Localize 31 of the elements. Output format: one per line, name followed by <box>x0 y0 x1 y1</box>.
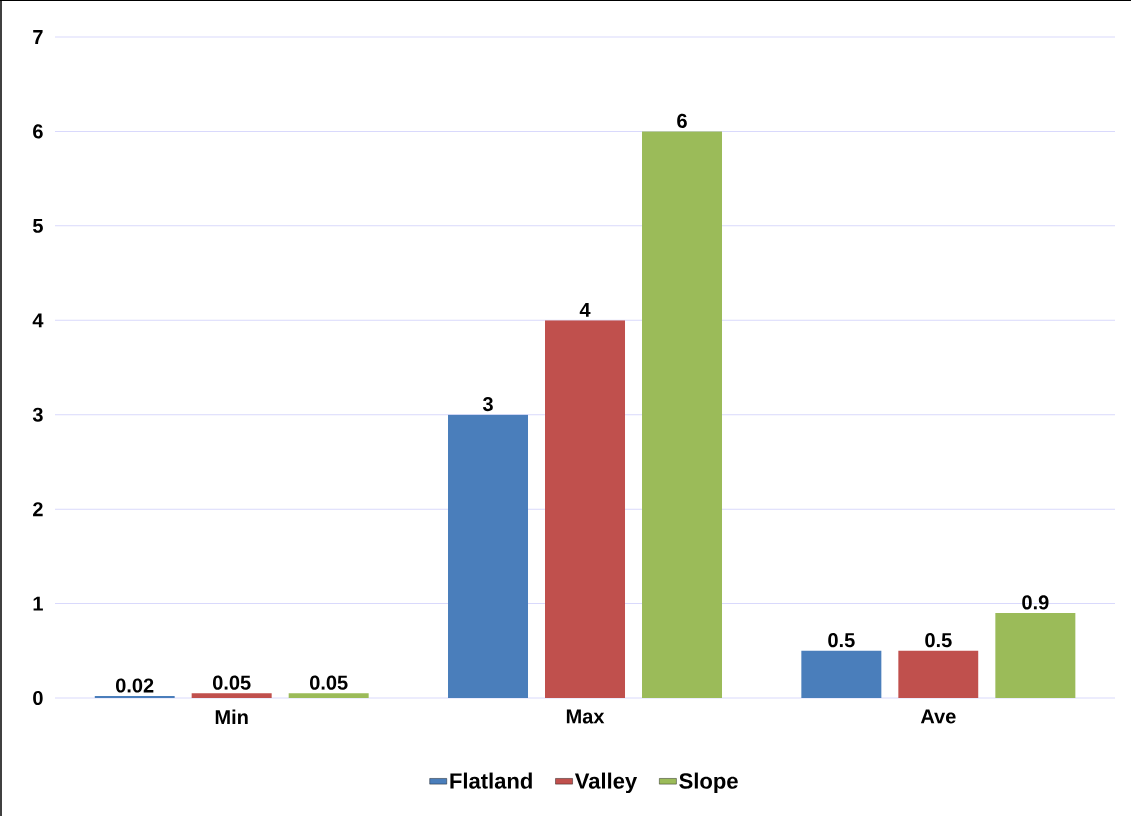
bar <box>191 693 272 698</box>
data-label: 6 <box>677 113 687 128</box>
bar <box>801 650 882 698</box>
data-label: 0.9 <box>1022 595 1049 610</box>
x-tick-label: Ave <box>920 709 956 724</box>
data-label: 0.05 <box>212 675 251 690</box>
data-label: 3 <box>482 397 493 412</box>
x-tick-label: Max <box>566 709 605 724</box>
y-tick-label: 7 <box>33 30 43 44</box>
legend-label: Flatland <box>450 772 532 789</box>
y-tick-label: 0 <box>33 690 43 706</box>
y-tick-label: 1 <box>33 596 43 611</box>
legend-label: Slope <box>679 772 738 794</box>
bar <box>288 693 369 698</box>
bar <box>448 414 529 698</box>
y-tick-label: 4 <box>32 313 44 328</box>
bar <box>898 650 979 698</box>
y-tick-label: 2 <box>33 502 43 517</box>
data-label: 0.5 <box>925 633 952 648</box>
legend-label: Valley <box>574 772 638 794</box>
y-tick-label: 3 <box>32 407 43 422</box>
data-label: 0.05 <box>309 675 348 690</box>
x-tick-label: Min <box>215 709 248 725</box>
data-label: 0.02 <box>115 678 154 693</box>
y-tick-label: 6 <box>33 124 43 139</box>
data-label: 0.5 <box>828 633 855 648</box>
bar <box>995 613 1076 698</box>
bar <box>545 320 626 698</box>
data-label: 4 <box>579 303 591 317</box>
bar <box>642 131 723 698</box>
y-tick-label: 5 <box>32 218 43 233</box>
